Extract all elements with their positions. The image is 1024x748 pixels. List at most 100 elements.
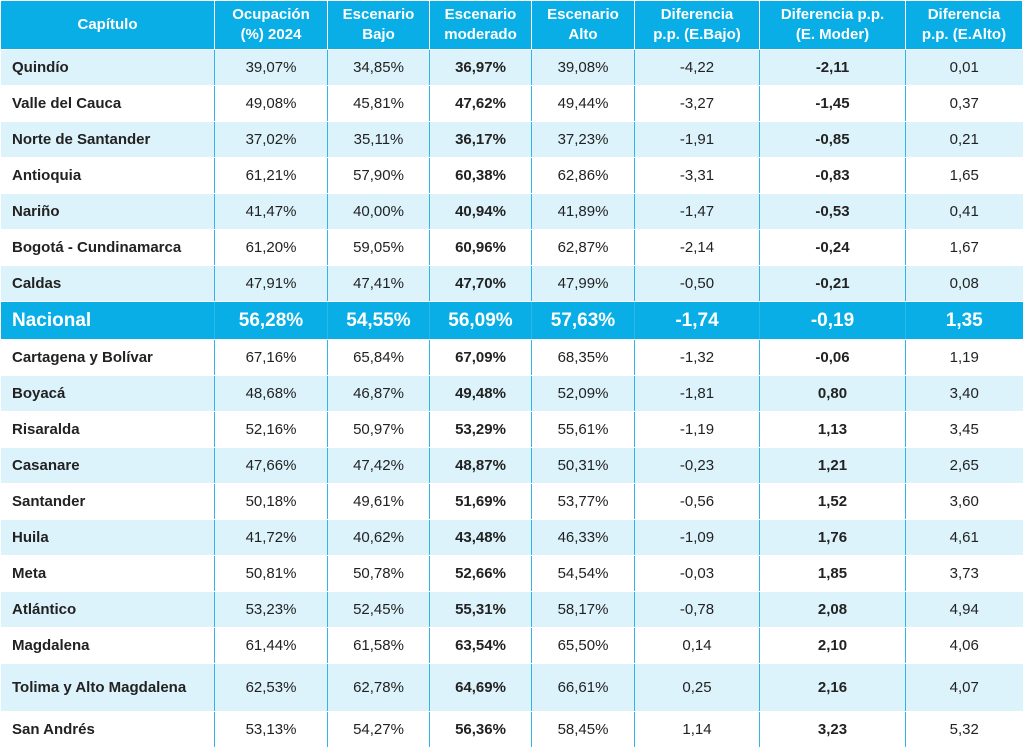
- header-diff-low: Diferencia p.p. (E.Bajo): [634, 0, 760, 50]
- diff-moderate-cell: -0,19: [759, 301, 906, 340]
- high-scenario-cell: 39,08%: [531, 49, 635, 86]
- diff-moderate-cell: 2,16: [759, 663, 906, 712]
- moderate-scenario-cell: 40,94%: [429, 193, 532, 230]
- moderate-scenario-cell: 64,69%: [429, 663, 532, 712]
- high-scenario-cell: 53,77%: [531, 483, 635, 520]
- diff-high-cell: 4,61: [905, 519, 1023, 556]
- low-scenario-cell: 57,90%: [327, 157, 430, 194]
- chapter-cell: Santander: [0, 483, 215, 520]
- low-scenario-cell: 49,61%: [327, 483, 430, 520]
- high-scenario-cell: 41,89%: [531, 193, 635, 230]
- low-scenario-cell: 47,42%: [327, 447, 430, 484]
- occupancy-2024-cell: 41,72%: [214, 519, 328, 556]
- chapter-cell: Tolima y Alto Magdalena: [0, 663, 215, 712]
- low-scenario-cell: 54,27%: [327, 711, 430, 748]
- high-scenario-cell: 62,87%: [531, 229, 635, 266]
- diff-low-cell: 0,25: [634, 663, 760, 712]
- occupancy-2024-cell: 62,53%: [214, 663, 328, 712]
- diff-low-cell: -1,81: [634, 375, 760, 412]
- header-occupancy-2024: Ocupación (%) 2024: [214, 0, 328, 50]
- low-scenario-cell: 50,97%: [327, 411, 430, 448]
- table-row: Norte de Santander 37,02% 35,11% 36,17% 37,2…: [0, 121, 1023, 158]
- moderate-scenario-cell: 53,29%: [429, 411, 532, 448]
- low-scenario-cell: 59,05%: [327, 229, 430, 266]
- table-row: Atlántico 53,23% 52,45% 55,31% 58,17% -0,78 2,…: [0, 591, 1023, 628]
- table-row: Santander 50,18% 49,61% 51,69% 53,77% -0,56 1,…: [0, 483, 1023, 520]
- moderate-scenario-cell: 55,31%: [429, 591, 532, 628]
- diff-low-cell: -0,50: [634, 265, 760, 302]
- header-row: Capítulo Ocupación (%) 2024 Escenario Bajo…: [0, 0, 1023, 50]
- national-row: Nacional 56,28% 54,55% 56,09% 57,63% -1,74 -0,…: [0, 301, 1023, 340]
- chapter-cell: Nacional: [0, 301, 215, 340]
- diff-high-cell: 0,01: [905, 49, 1023, 86]
- diff-low-cell: -1,19: [634, 411, 760, 448]
- table-row: Bogotá - Cundinamarca 61,20% 59,05% 60,96% 6…: [0, 229, 1023, 266]
- high-scenario-cell: 55,61%: [531, 411, 635, 448]
- diff-high-cell: 0,21: [905, 121, 1023, 158]
- occupancy-2024-cell: 47,91%: [214, 265, 328, 302]
- chapter-cell: Nariño: [0, 193, 215, 230]
- moderate-scenario-cell: 51,69%: [429, 483, 532, 520]
- high-scenario-cell: 50,31%: [531, 447, 635, 484]
- diff-moderate-cell: -0,53: [759, 193, 906, 230]
- moderate-scenario-cell: 48,87%: [429, 447, 532, 484]
- high-scenario-cell: 46,33%: [531, 519, 635, 556]
- chapter-cell: Atlántico: [0, 591, 215, 628]
- occupancy-2024-cell: 48,68%: [214, 375, 328, 412]
- diff-low-cell: -0,78: [634, 591, 760, 628]
- diff-moderate-cell: 1,85: [759, 555, 906, 592]
- high-scenario-cell: 66,61%: [531, 663, 635, 712]
- low-scenario-cell: 50,78%: [327, 555, 430, 592]
- high-scenario-cell: 47,99%: [531, 265, 635, 302]
- chapter-cell: Magdalena: [0, 627, 215, 664]
- diff-moderate-cell: 0,80: [759, 375, 906, 412]
- low-scenario-cell: 46,87%: [327, 375, 430, 412]
- chapter-cell: Valle del Cauca: [0, 85, 215, 122]
- high-scenario-cell: 49,44%: [531, 85, 635, 122]
- diff-low-cell: -2,14: [634, 229, 760, 266]
- low-scenario-cell: 61,58%: [327, 627, 430, 664]
- diff-low-cell: -1,74: [634, 301, 760, 340]
- diff-moderate-cell: -0,24: [759, 229, 906, 266]
- diff-low-cell: -1,09: [634, 519, 760, 556]
- diff-high-cell: 5,32: [905, 711, 1023, 748]
- diff-moderate-cell: -1,45: [759, 85, 906, 122]
- header-high-scenario: Escenario Alto: [531, 0, 635, 50]
- diff-moderate-cell: 1,76: [759, 519, 906, 556]
- header-diff-moderate: Diferencia p.p. (E. Moder): [759, 0, 906, 50]
- low-scenario-cell: 35,11%: [327, 121, 430, 158]
- diff-low-cell: -1,91: [634, 121, 760, 158]
- high-scenario-cell: 54,54%: [531, 555, 635, 592]
- moderate-scenario-cell: 63,54%: [429, 627, 532, 664]
- table-row: Valle del Cauca 49,08% 45,81% 47,62% 49,44% -…: [0, 85, 1023, 122]
- table-row: Huila 41,72% 40,62% 43,48% 46,33% -1,09 1,76 4,…: [0, 519, 1023, 556]
- diff-high-cell: 3,60: [905, 483, 1023, 520]
- table-body: Quindío 39,07% 34,85% 36,97% 39,08% -4,22 -2,1…: [0, 49, 1023, 748]
- high-scenario-cell: 37,23%: [531, 121, 635, 158]
- chapter-cell: Antioquia: [0, 157, 215, 194]
- occupancy-2024-cell: 37,02%: [214, 121, 328, 158]
- diff-high-cell: 1,19: [905, 339, 1023, 376]
- low-scenario-cell: 45,81%: [327, 85, 430, 122]
- header-chapter: Capítulo: [0, 0, 215, 50]
- diff-low-cell: -4,22: [634, 49, 760, 86]
- diff-moderate-cell: 1,21: [759, 447, 906, 484]
- diff-high-cell: 2,65: [905, 447, 1023, 484]
- chapter-cell: Cartagena y Bolívar: [0, 339, 215, 376]
- table-row: Nariño 41,47% 40,00% 40,94% 41,89% -1,47 -0,53…: [0, 193, 1023, 230]
- occupancy-2024-cell: 47,66%: [214, 447, 328, 484]
- table-row: Cartagena y Bolívar 67,16% 65,84% 67,09% 68,…: [0, 339, 1023, 376]
- moderate-scenario-cell: 60,38%: [429, 157, 532, 194]
- occupancy-2024-cell: 53,23%: [214, 591, 328, 628]
- occupancy-2024-cell: 50,81%: [214, 555, 328, 592]
- diff-moderate-cell: 3,23: [759, 711, 906, 748]
- table-row: San Andrés 53,13% 54,27% 56,36% 58,45% 1,14 3,…: [0, 711, 1023, 748]
- table-row: Risaralda 52,16% 50,97% 53,29% 55,61% -1,19 1,…: [0, 411, 1023, 448]
- chapter-cell: Quindío: [0, 49, 215, 86]
- diff-low-cell: 0,14: [634, 627, 760, 664]
- diff-high-cell: 0,37: [905, 85, 1023, 122]
- moderate-scenario-cell: 36,17%: [429, 121, 532, 158]
- low-scenario-cell: 40,00%: [327, 193, 430, 230]
- table-row: Casanare 47,66% 47,42% 48,87% 50,31% -0,23 1,2…: [0, 447, 1023, 484]
